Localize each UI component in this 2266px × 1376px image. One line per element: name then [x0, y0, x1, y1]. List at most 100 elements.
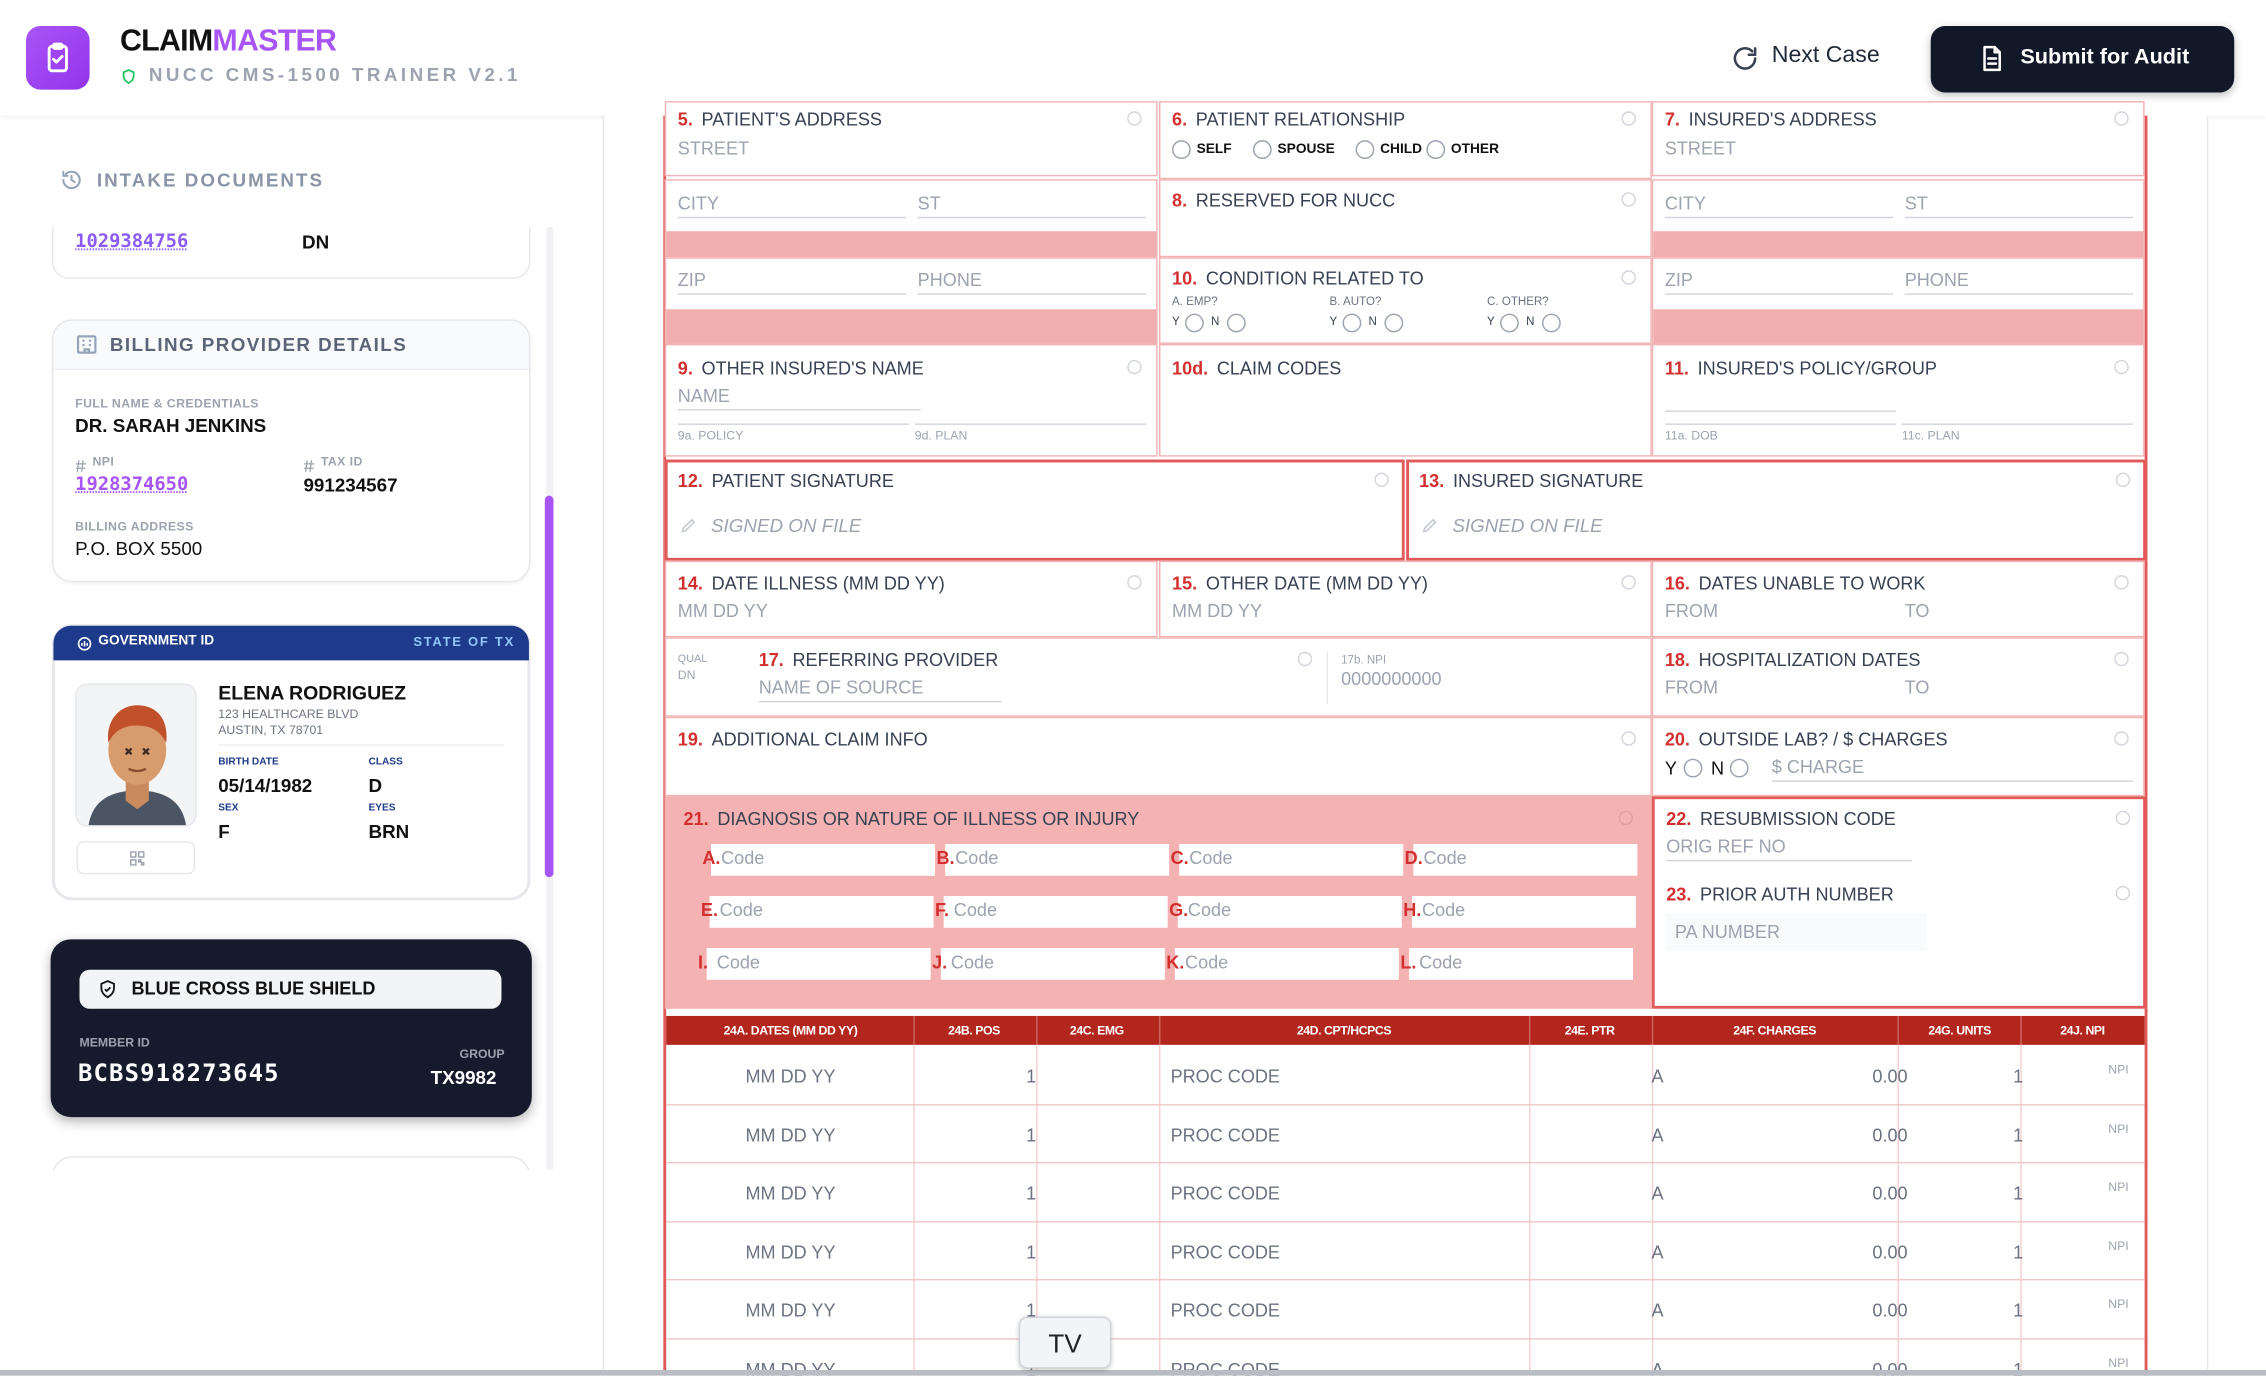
code-input[interactable] [711, 843, 936, 876]
charge-cell[interactable]: 0.00 [1872, 1125, 1908, 1146]
cpt-cell[interactable]: PROC CODE [1170, 1242, 1280, 1263]
box-heading: 10. CONDITION RELATED TO [1172, 269, 1424, 289]
billing-title: BILLING PROVIDER DETAILS [109, 333, 408, 356]
qr-button[interactable] [76, 841, 196, 875]
pink-strip [1653, 231, 2144, 258]
code-input[interactable] [1179, 843, 1404, 876]
cpt-cell[interactable]: PROC CODE [1170, 1301, 1280, 1322]
code-input[interactable] [709, 895, 934, 928]
npi-label: 17b. NPI [1341, 653, 1387, 667]
npi-cell[interactable]: NPI [2108, 1238, 2129, 1253]
ptr-cell[interactable]: A [1651, 1301, 1664, 1322]
npi-cell[interactable]: NPI [2108, 1296, 2129, 1312]
radio[interactable] [1384, 313, 1404, 333]
units-cell[interactable]: 1 [2013, 1125, 2024, 1146]
hash-icon [75, 454, 87, 472]
yes-label: Y [1172, 315, 1180, 329]
pos-cell[interactable]: 1 [1026, 1125, 1037, 1146]
box-heading: 19. ADDITIONAL CLAIM INFO [678, 730, 928, 750]
code-input[interactable] [1409, 948, 1634, 980]
info-icon [2114, 359, 2129, 375]
placeholder: NAME [677, 386, 921, 411]
units-cell[interactable]: 1 [2013, 1183, 2024, 1205]
info-icon [2115, 885, 2131, 901]
box-label: HOSPITALIZATION DATES [1698, 650, 1921, 671]
pos-cell[interactable]: 1 [1026, 1301, 1037, 1322]
header-divider [2020, 1015, 2022, 1045]
box-heading: 12. PATIENT SIGNATURE [678, 471, 894, 491]
code-input[interactable] [940, 948, 1165, 980]
radio[interactable] [1426, 140, 1446, 159]
info-icon [1374, 472, 1389, 488]
date-cell[interactable]: MM DD YY [745, 1125, 836, 1146]
charge-cell[interactable]: 0.00 [1872, 1066, 1908, 1087]
radio[interactable] [1342, 313, 1362, 333]
radio[interactable] [1185, 313, 1204, 333]
scrollbar-thumb[interactable] [544, 495, 554, 878]
charge-cell[interactable]: 0.00 [1872, 1183, 1908, 1205]
radio[interactable] [1172, 140, 1191, 159]
date-cell[interactable]: MM DD YY [745, 1183, 836, 1205]
units-cell[interactable]: 1 [2013, 1066, 2024, 1087]
box-heading: 17. REFERRING PROVIDER [759, 650, 999, 670]
address-value: P.O. BOX 5500 [75, 537, 203, 560]
date-cell[interactable]: MM DD YY [745, 1242, 836, 1263]
relationship-option: SELF [1196, 141, 1232, 158]
submit-button[interactable]: Submit for Audit [1930, 26, 2235, 93]
units-cell[interactable]: 1 [2013, 1359, 2024, 1376]
npi-cell[interactable]: NPI [2108, 1062, 2129, 1077]
radio[interactable] [1683, 758, 1703, 778]
code-placeholder: Code [716, 952, 760, 973]
radio[interactable] [1500, 313, 1519, 333]
box-number: 17. [758, 650, 784, 671]
ptr-cell[interactable]: A [1651, 1125, 1664, 1146]
box-label: PATIENT RELATIONSHIP [1195, 109, 1406, 131]
pos-cell[interactable]: 1 [1026, 1183, 1037, 1205]
table-row-line [666, 1220, 2145, 1223]
info-icon [2114, 111, 2129, 126]
code-letter: J. [932, 952, 948, 973]
npi-cell[interactable]: NPI [2108, 1355, 2129, 1371]
code-input[interactable] [943, 895, 1168, 928]
box-label: DATES UNABLE TO WORK [1698, 573, 1926, 594]
code-input[interactable] [1177, 895, 1402, 928]
next-case[interactable]: Next Case [1771, 43, 1880, 68]
ptr-cell[interactable]: A [1651, 1242, 1664, 1263]
gov-title: GOVERNMENT ID [98, 632, 215, 649]
form-box [664, 459, 1405, 561]
radio[interactable] [1541, 313, 1561, 333]
code-input[interactable] [1174, 948, 1399, 980]
box-label: PRIOR AUTH NUMBER [1700, 884, 1894, 905]
cpt-cell[interactable]: PROC CODE [1170, 1183, 1280, 1205]
code-placeholder: Code [1419, 952, 1463, 973]
pa-input[interactable] [1666, 913, 1927, 951]
info-icon [1127, 575, 1142, 590]
code-input[interactable] [706, 948, 931, 980]
ptr-cell[interactable]: A [1651, 1183, 1664, 1205]
cpt-cell[interactable]: PROC CODE [1170, 1125, 1280, 1146]
pos-cell[interactable]: 1 [1026, 1242, 1037, 1263]
npi-cell[interactable]: NPI [2108, 1179, 2129, 1194]
charge-cell[interactable]: 0.00 [1872, 1301, 1908, 1322]
code-input[interactable] [1411, 895, 1636, 928]
ptr-cell[interactable]: A [1651, 1066, 1664, 1087]
code-input[interactable] [945, 843, 1170, 876]
code-input[interactable] [1413, 843, 1638, 876]
yes-label: Y [1487, 315, 1495, 329]
header-bar [0, 0, 2266, 116]
charge-cell[interactable]: 0.00 [1872, 1242, 1908, 1263]
pink-strip [1653, 309, 2144, 344]
radio[interactable] [1729, 758, 1749, 778]
npi-cell[interactable]: NPI [2108, 1120, 2129, 1136]
units-cell[interactable]: 1 [2013, 1242, 2024, 1263]
date-cell[interactable]: MM DD YY [745, 1066, 836, 1087]
radio[interactable] [1252, 140, 1272, 159]
box-label: CLAIM CODES [1216, 358, 1342, 379]
units-cell[interactable]: 1 [2013, 1301, 2024, 1322]
date-cell[interactable]: MM DD YY [745, 1301, 836, 1322]
pos-cell[interactable]: 1 [1026, 1066, 1037, 1087]
cpt-cell[interactable]: PROC CODE [1170, 1066, 1280, 1087]
info-icon [2114, 651, 2129, 667]
radio[interactable] [1226, 313, 1246, 333]
radio[interactable] [1355, 140, 1375, 159]
